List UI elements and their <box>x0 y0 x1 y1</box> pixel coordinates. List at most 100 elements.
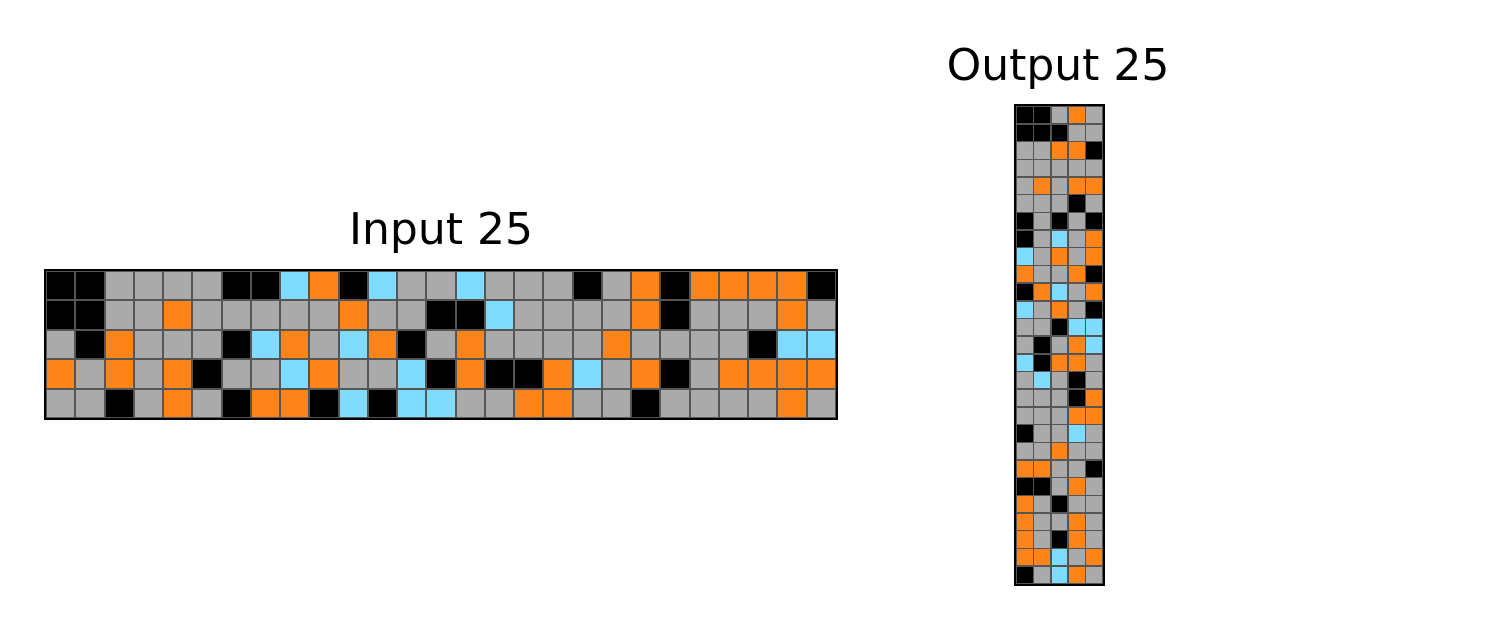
output-grid-cell <box>1051 354 1068 371</box>
input-grid-cell <box>310 389 338 417</box>
input-grid-cell <box>690 389 718 417</box>
input-grid-cell <box>632 272 660 300</box>
output-grid-cell <box>1051 266 1068 283</box>
input-grid-cell <box>427 360 455 388</box>
output-title: Output 25 <box>946 40 1170 91</box>
output-grid-cell <box>1051 443 1068 460</box>
output-grid-cell <box>1034 230 1051 247</box>
output-grid-cell <box>1051 283 1068 301</box>
output-grid-cell <box>1017 266 1033 283</box>
input-grid-cell <box>749 389 777 417</box>
output-grid-cell <box>1017 531 1033 548</box>
input-grid-cell <box>719 389 748 417</box>
output-grid-cell <box>1017 549 1033 566</box>
input-grid-cell <box>281 272 309 300</box>
output-grid-cell <box>1034 513 1051 530</box>
output-grid-cell <box>1068 389 1085 407</box>
input-grid-cell <box>251 330 280 359</box>
output-grid-cell <box>1034 195 1051 212</box>
output-grid-cell <box>1068 248 1085 265</box>
input-grid-cell <box>398 272 426 300</box>
output-grid-cell <box>1017 230 1033 247</box>
output-grid-cell <box>1017 354 1033 371</box>
output-grid-cell <box>1086 354 1102 371</box>
output-grid-cell <box>1034 354 1051 371</box>
output-grid-cell <box>1034 425 1051 442</box>
output-grid-cell <box>1068 319 1085 336</box>
input-grid-cell <box>778 389 806 417</box>
input-grid-cell <box>134 272 163 300</box>
input-grid-cell <box>427 272 455 300</box>
output-grid-cell <box>1086 443 1102 460</box>
output-grid-cell <box>1051 478 1068 495</box>
input-grid-cell <box>778 330 806 359</box>
output-grid-cell <box>1086 177 1102 194</box>
output-grid-cell <box>1051 107 1068 124</box>
input-grid-cell <box>193 389 221 417</box>
output-grid-cell <box>1034 478 1051 495</box>
input-grid-cell <box>632 330 660 359</box>
input-grid-cell <box>807 272 835 300</box>
input-grid-cell <box>105 301 133 329</box>
input-grid-cell <box>485 272 514 300</box>
output-grid-cell <box>1017 496 1033 513</box>
output-grid-cell <box>1034 336 1051 354</box>
input-grid-cell <box>456 330 484 359</box>
output-grid-cell <box>1051 407 1068 424</box>
input-grid-cell <box>193 360 221 388</box>
input-grid-cell <box>807 330 835 359</box>
input-grid-cell <box>105 272 133 300</box>
input-grid-cell <box>281 330 309 359</box>
output-grid-cell <box>1017 372 1033 389</box>
input-grid-cell <box>690 360 718 388</box>
output-grid-cell <box>1068 513 1085 530</box>
output-grid-cell <box>1034 266 1051 283</box>
output-grid-cell <box>1017 301 1033 318</box>
input-grid-cell <box>310 330 338 359</box>
input-grid-cell <box>339 360 367 388</box>
input-grid-cell <box>719 272 748 300</box>
input-grid-cell <box>661 272 689 300</box>
output-grid-cell <box>1068 460 1085 477</box>
output-grid-cell <box>1068 425 1085 442</box>
input-grid <box>44 269 838 420</box>
input-grid-cell <box>47 330 75 359</box>
output-grid-cell <box>1034 248 1051 265</box>
output-grid-cell <box>1086 566 1102 583</box>
input-grid-cell <box>778 301 806 329</box>
output-grid-cell <box>1086 460 1102 477</box>
output-grid-cell <box>1086 319 1102 336</box>
input-grid-cell <box>807 360 835 388</box>
input-grid-cell <box>281 301 309 329</box>
output-grid-cell <box>1034 443 1051 460</box>
output-grid-cell <box>1034 319 1051 336</box>
input-grid-cell <box>544 360 572 388</box>
input-grid-cell <box>47 389 75 417</box>
input-grid-cell <box>544 389 572 417</box>
output-grid-cell <box>1086 407 1102 424</box>
output-grid-cell <box>1086 513 1102 530</box>
output-grid-cell <box>1086 549 1102 566</box>
output-grid-cell <box>1034 142 1051 159</box>
input-grid-cell <box>339 389 367 417</box>
input-grid-cell <box>134 301 163 329</box>
output-grid-cell <box>1034 496 1051 513</box>
output-grid-cell <box>1068 195 1085 212</box>
output-grid-cell <box>1068 531 1085 548</box>
input-grid-cell <box>427 330 455 359</box>
output-grid-cell <box>1068 496 1085 513</box>
output-grid-cell <box>1086 372 1102 389</box>
output-grid-cell <box>1034 460 1051 477</box>
output-grid-cell <box>1017 478 1033 495</box>
input-grid-cell <box>398 301 426 329</box>
input-grid-cell <box>661 360 689 388</box>
output-grid-cell <box>1068 407 1085 424</box>
input-grid-cell <box>398 330 426 359</box>
input-grid-cell <box>164 272 192 300</box>
output-grid-cell <box>1017 513 1033 530</box>
output-grid-cell <box>1017 566 1033 583</box>
output-grid-cell <box>1086 266 1102 283</box>
input-grid-cell <box>719 360 748 388</box>
input-grid-cell <box>602 360 631 388</box>
input-grid-cell <box>164 301 192 329</box>
